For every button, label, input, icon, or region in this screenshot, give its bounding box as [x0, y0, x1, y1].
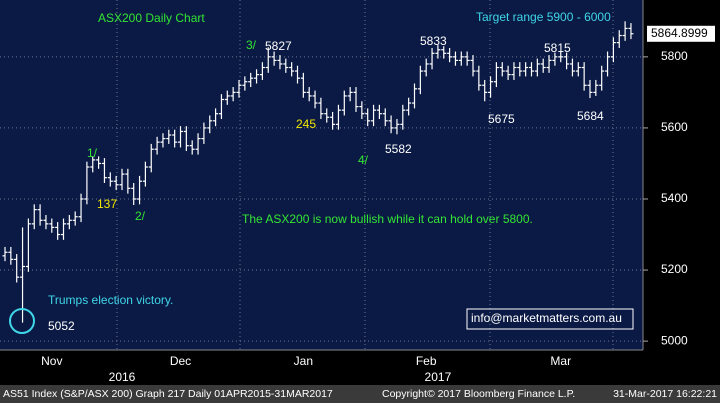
annotation: 5675 [488, 112, 515, 126]
annotation: 4/ [358, 153, 369, 167]
footer-text: AS51 Index (S&P/ASX 200) Graph 217 Daily… [3, 388, 333, 400]
x-year-label: 2016 [109, 370, 136, 384]
annotation: 5052 [48, 319, 75, 333]
y-tick-label: 5600 [661, 120, 688, 134]
annotation: 5833 [420, 34, 447, 48]
annotation: 5815 [544, 41, 571, 55]
y-tick-label: 5400 [661, 191, 688, 205]
annotation: Trumps election victory. [48, 293, 173, 307]
info-box [466, 308, 634, 330]
bars [0, 21, 643, 342]
x-tick-label: Mar [550, 354, 571, 368]
annotation: 3/ [246, 38, 257, 52]
footer-text: Copyright© 2017 Bloomberg Finance L.P. [382, 388, 575, 400]
annotation: info@marketmatters.com.au [471, 311, 622, 325]
footer-bar [0, 385, 720, 403]
x-year-label: 2017 [425, 370, 452, 384]
footer-text: 31-Mar-2017 16:22:21 [613, 388, 717, 400]
annotation: The ASX200 is now bullish while it can h… [242, 212, 533, 226]
x-tick-label: Jan [294, 354, 313, 368]
y-tick-label: 5200 [661, 262, 688, 276]
annotation: 2/ [135, 209, 146, 223]
last-price-box [647, 25, 715, 42]
annotation: 245 [296, 117, 316, 131]
x-tick-label: Dec [170, 354, 191, 368]
chart-title: ASX200 Daily Chart [98, 11, 205, 25]
chart-subtitle: Target range 5900 - 6000 [476, 10, 611, 24]
annotation: 137 [97, 197, 117, 211]
highlight-circle [9, 308, 35, 334]
plot-area [0, 0, 643, 350]
y-tick-label: 5000 [661, 333, 688, 347]
annotation: 5582 [385, 142, 412, 156]
x-tick-label: Nov [41, 354, 62, 368]
x-tick-label: Feb [416, 354, 437, 368]
annotation: 5684 [577, 109, 604, 123]
annotation: 1/ [87, 146, 98, 160]
annotation: 5827 [265, 39, 292, 53]
y-tick-label: 5800 [661, 49, 688, 63]
last-price-label: 5864.8999 [651, 26, 708, 40]
